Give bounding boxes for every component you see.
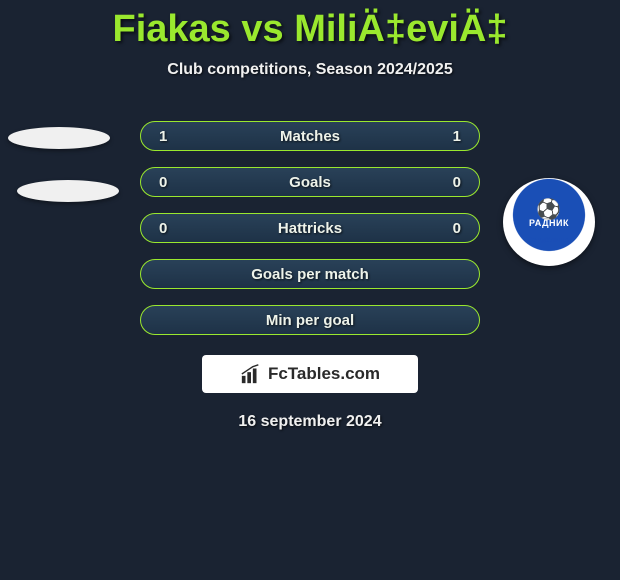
player-avatar-placeholder-left-2	[17, 180, 119, 202]
stat-value-right: 1	[433, 128, 461, 145]
brand-text: FcTables.com	[268, 364, 380, 384]
soccer-ball-icon: ⚽	[536, 200, 561, 220]
stat-row: 1Matches1	[140, 121, 480, 151]
stat-value-left: 0	[159, 174, 187, 191]
stat-value-right: 0	[433, 220, 461, 237]
brand-attribution: FcTables.com	[202, 355, 418, 393]
stat-label: Goals per match	[251, 266, 369, 283]
club-badge-line1: РАДНИК	[529, 218, 569, 228]
stat-value-right: 0	[433, 174, 461, 191]
stat-row: 0Goals0	[140, 167, 480, 197]
stat-value-left: 1	[159, 128, 187, 145]
stat-row: Goals per match	[140, 259, 480, 289]
snapshot-date: 16 september 2024	[0, 413, 620, 431]
stat-label: Goals	[187, 174, 433, 191]
comparison-title: Fiakas vs MiliÄ‡eviÄ‡	[0, 0, 620, 51]
stat-label: Hattricks	[187, 220, 433, 237]
stat-label: Matches	[187, 128, 433, 145]
player-avatar-placeholder-left-1	[8, 127, 110, 149]
stat-row: Min per goal	[140, 305, 480, 335]
stat-label: Min per goal	[266, 312, 354, 329]
club-badge-line2: СУРДУЛИЦА	[528, 238, 569, 244]
chart-icon	[240, 363, 262, 385]
comparison-subtitle: Club competitions, Season 2024/2025	[0, 61, 620, 79]
stat-value-left: 0	[159, 220, 187, 237]
club-badge-right: ⚽ РАДНИК СУРДУЛИЦА	[503, 178, 595, 266]
stat-row: 0Hattricks0	[140, 213, 480, 243]
